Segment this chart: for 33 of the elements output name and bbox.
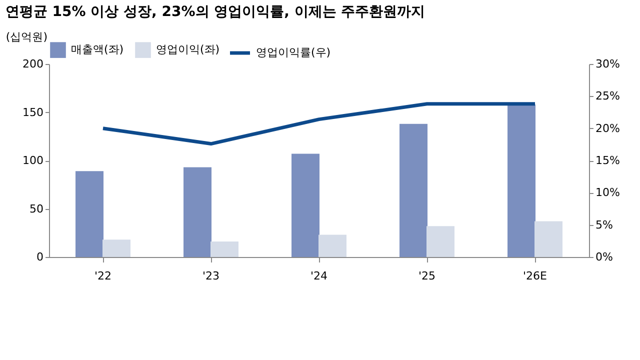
y2-tick-label: 10%: [596, 186, 620, 200]
y-tick-label: 50: [30, 202, 44, 216]
legend-label: 영업이익(좌): [156, 43, 220, 56]
y-tick-label: 0: [36, 250, 44, 264]
y2-tick-label: 30%: [596, 58, 620, 70]
y-tick-label: 200: [22, 58, 44, 70]
bar: [318, 234, 346, 257]
x-tick-label: '24: [310, 270, 328, 282]
legend-label: 매출액(좌): [71, 43, 124, 56]
bar: [76, 171, 104, 257]
bar: [400, 124, 428, 257]
y2-tick-label: 0%: [596, 250, 613, 264]
y-axis-title: (십억원): [6, 30, 48, 44]
x-tick-label: '22: [94, 270, 112, 282]
y2-tick-label: 5%: [596, 218, 613, 232]
x-tick-label: '26E: [523, 270, 548, 282]
y2-tick-label: 25%: [596, 90, 620, 103]
bar: [184, 167, 212, 257]
bar: [210, 242, 238, 257]
y2-tick-label: 15%: [596, 154, 620, 167]
bar: [534, 221, 562, 257]
line-series: [101, 102, 537, 146]
chart-title: 연평균 15% 이상 성장, 23%의 영업이익률, 이제는 주주환원까지: [5, 4, 426, 20]
x-tick-label: '25: [418, 270, 436, 282]
y2-tick-label: 20%: [596, 122, 620, 135]
y-tick-label: 150: [22, 106, 44, 119]
bar: [508, 104, 536, 257]
bar: [292, 154, 320, 257]
legend-label: 영업이익률(우): [256, 46, 331, 59]
bar: [102, 240, 130, 257]
bar: [426, 226, 454, 257]
x-tick-label: '23: [202, 270, 220, 282]
y-tick-label: 100: [22, 154, 44, 167]
